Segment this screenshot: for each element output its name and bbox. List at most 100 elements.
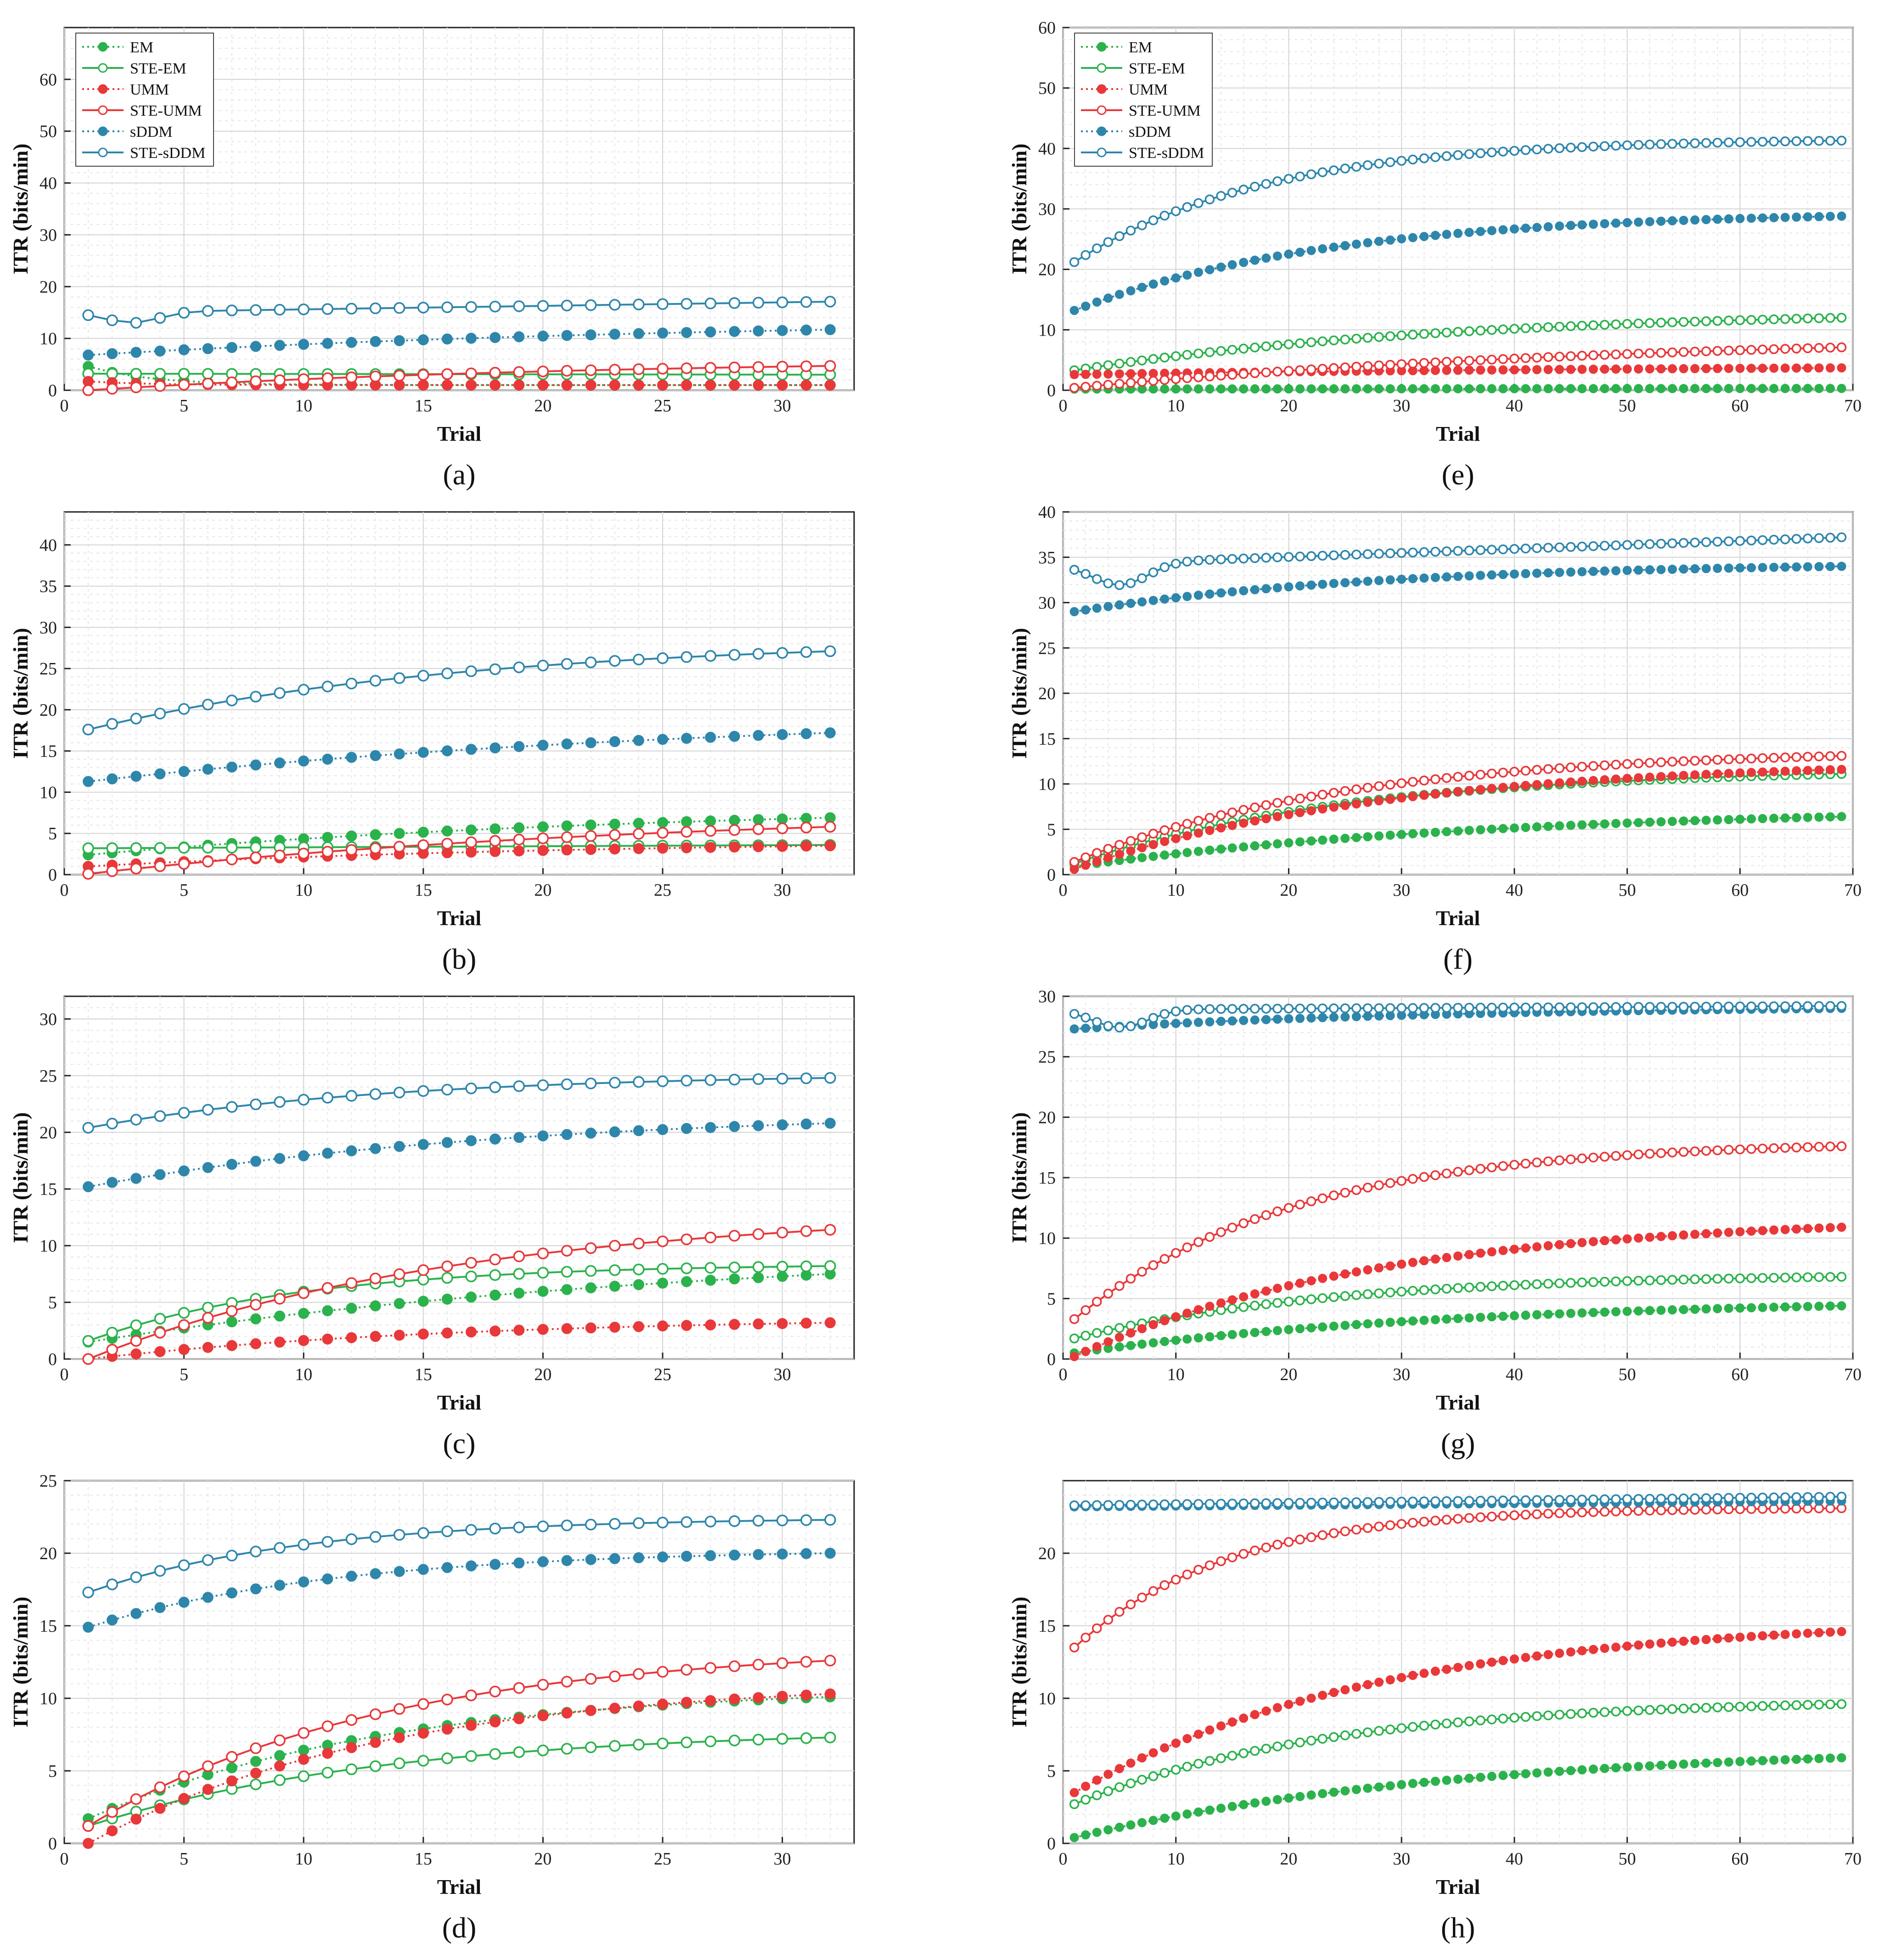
data-point: [1216, 1721, 1226, 1731]
data-point: [1724, 1228, 1733, 1237]
data-point: [513, 300, 525, 312]
data-point: [585, 656, 597, 668]
series-ste-sddm: [1069, 135, 1847, 267]
data-point: [1362, 332, 1373, 343]
data-point: [776, 822, 788, 834]
panel-caption: (e): [1441, 458, 1474, 491]
data-point: [345, 678, 358, 690]
data-point: [1712, 1274, 1722, 1284]
data-point: [1735, 1001, 1745, 1011]
data-point: [1160, 1337, 1170, 1346]
data-point: [633, 1125, 644, 1136]
data-point: [1295, 1003, 1305, 1014]
data-point: [1532, 568, 1542, 578]
data-point: [1758, 767, 1767, 777]
data-point: [1656, 216, 1666, 226]
data-point: [1532, 1651, 1542, 1661]
data-point: [513, 845, 525, 857]
data-point: [1475, 1512, 1485, 1522]
data-point: [1712, 137, 1722, 148]
data-point: [1351, 1012, 1361, 1022]
data-point: [752, 1073, 765, 1085]
data-point: [1746, 213, 1756, 223]
data-point: [1723, 137, 1734, 147]
data-point: [370, 1143, 381, 1154]
x-axis-label: Trial: [437, 422, 481, 445]
data-point: [1701, 316, 1711, 326]
data-point: [1329, 834, 1339, 844]
data-point: [1555, 1240, 1564, 1249]
data-point: [1802, 534, 1813, 544]
data-point: [1634, 384, 1643, 393]
data-point: [490, 846, 501, 857]
data-point: [1362, 782, 1373, 793]
data-point: [1543, 1710, 1553, 1720]
data-point: [1599, 320, 1610, 330]
data-point: [1837, 1627, 1846, 1636]
data-point: [1137, 355, 1147, 365]
data-point: [1464, 1774, 1474, 1783]
data-point: [1284, 1281, 1294, 1291]
data-point: [1193, 847, 1203, 856]
data-point: [226, 376, 238, 388]
data-point: [1712, 755, 1722, 765]
data-point: [1408, 1779, 1418, 1788]
data-point: [633, 1668, 645, 1680]
data-point: [178, 1165, 190, 1177]
data-point: [1216, 1331, 1226, 1341]
data-point: [1351, 799, 1361, 809]
data-point: [466, 1135, 477, 1146]
legend-label: UMM: [1129, 81, 1168, 98]
data-point: [1543, 1495, 1553, 1505]
data-point: [274, 1734, 286, 1747]
data-point: [1069, 1314, 1080, 1324]
data-point: [1701, 1274, 1711, 1284]
data-point: [1611, 384, 1621, 393]
y-tick-label: 20: [1038, 1544, 1056, 1563]
legend-marker: [1097, 126, 1107, 136]
data-point: [1758, 563, 1767, 573]
data-point: [1250, 1289, 1260, 1299]
data-point: [1656, 1638, 1666, 1648]
data-point: [1317, 167, 1328, 177]
data-point: [1238, 1004, 1249, 1014]
data-point: [1645, 565, 1654, 575]
data-point: [1306, 836, 1316, 846]
data-point: [1554, 321, 1564, 332]
data-point: [1713, 384, 1722, 393]
data-point: [1419, 775, 1429, 786]
data-point: [1385, 1318, 1395, 1327]
data-point: [1306, 792, 1317, 802]
x-tick-label: 30: [1393, 396, 1410, 416]
y-tick-label: 60: [39, 70, 57, 90]
data-point: [441, 1137, 453, 1148]
data-point: [178, 842, 190, 854]
data-point: [1780, 562, 1790, 572]
series-ste-sddm: [82, 1514, 836, 1599]
data-point: [585, 1322, 596, 1334]
data-point: [561, 365, 573, 377]
data-point: [681, 1550, 692, 1562]
data-point: [537, 1556, 549, 1567]
data-point: [1611, 1494, 1621, 1505]
data-point: [370, 336, 381, 347]
data-point: [776, 296, 788, 309]
data-point: [633, 1739, 645, 1751]
data-point: [1148, 852, 1158, 861]
data-point: [1351, 833, 1361, 842]
data-point: [1611, 566, 1621, 576]
data-point: [154, 1602, 166, 1613]
data-point: [1193, 384, 1203, 394]
data-point: [1385, 1287, 1395, 1297]
y-tick-label: 20: [1038, 260, 1056, 280]
data-point: [1374, 796, 1384, 806]
data-point: [1690, 564, 1699, 573]
data-point: [1430, 1003, 1440, 1013]
data-point: [1464, 1496, 1474, 1506]
data-point: [82, 724, 94, 736]
data-point: [1622, 384, 1632, 393]
data-point: [1442, 572, 1452, 582]
data-point: [1667, 771, 1677, 781]
series-ste-umm: [82, 360, 836, 396]
data-point: [1171, 273, 1181, 283]
